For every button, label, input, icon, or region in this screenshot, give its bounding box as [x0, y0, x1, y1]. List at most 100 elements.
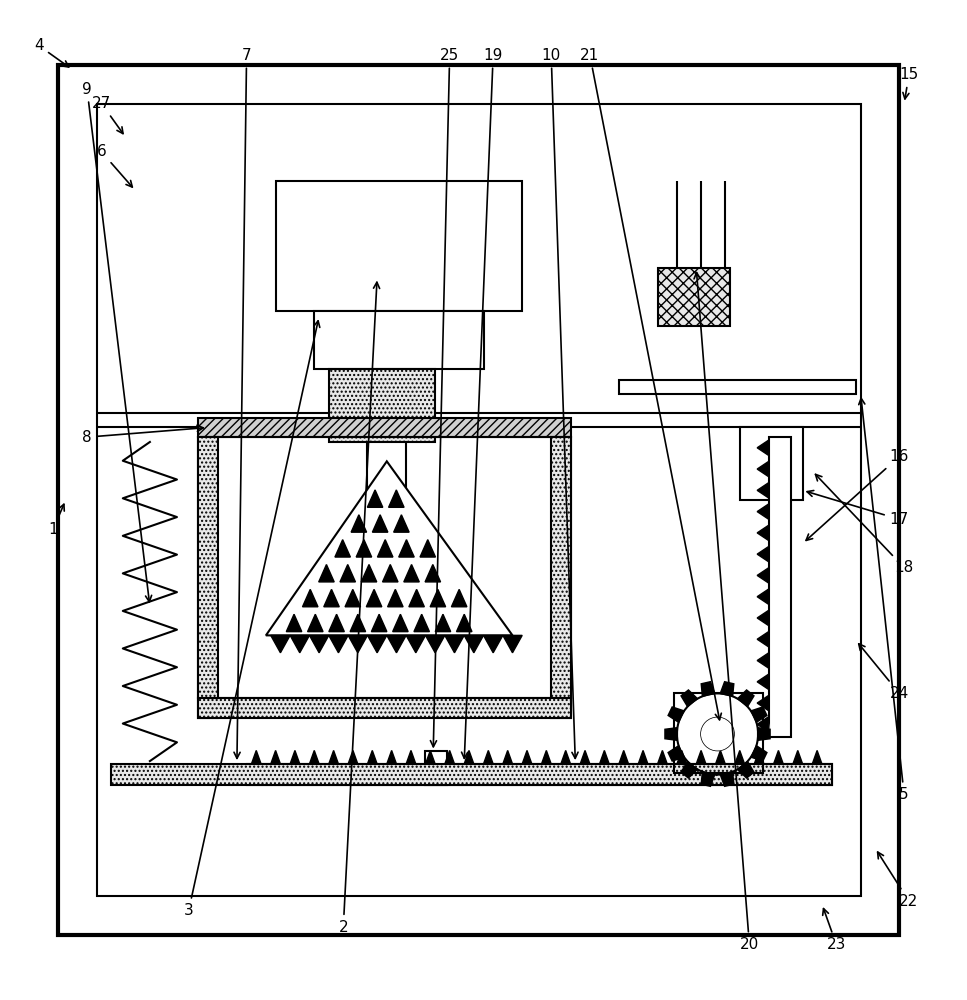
Polygon shape — [677, 750, 687, 764]
Polygon shape — [329, 614, 344, 632]
Polygon shape — [367, 750, 377, 764]
Bar — [97, 104, 861, 896]
Polygon shape — [286, 614, 302, 632]
Polygon shape — [793, 750, 803, 764]
Polygon shape — [738, 690, 754, 707]
Polygon shape — [757, 632, 769, 647]
Polygon shape — [757, 728, 770, 740]
Text: 25: 25 — [430, 48, 459, 747]
Polygon shape — [456, 614, 472, 632]
Polygon shape — [701, 682, 715, 696]
Polygon shape — [356, 540, 371, 557]
Text: 20: 20 — [694, 273, 759, 952]
Polygon shape — [503, 635, 522, 653]
Polygon shape — [383, 565, 398, 582]
Polygon shape — [348, 750, 358, 764]
Polygon shape — [720, 772, 734, 786]
Polygon shape — [435, 614, 451, 632]
Bar — [551, 437, 571, 718]
Polygon shape — [522, 750, 532, 764]
Polygon shape — [394, 515, 409, 532]
Bar — [367, 442, 406, 544]
Polygon shape — [701, 772, 715, 786]
Polygon shape — [600, 750, 609, 764]
Polygon shape — [738, 761, 754, 778]
Polygon shape — [420, 540, 435, 557]
Bar — [740, 427, 803, 500]
Polygon shape — [445, 750, 454, 764]
Polygon shape — [757, 695, 769, 711]
Text: 2: 2 — [338, 282, 380, 935]
Circle shape — [702, 718, 733, 750]
Polygon shape — [303, 589, 318, 607]
Polygon shape — [324, 589, 339, 607]
Bar — [425, 751, 447, 785]
Polygon shape — [409, 589, 425, 607]
Polygon shape — [366, 589, 382, 607]
Circle shape — [665, 682, 770, 786]
Polygon shape — [387, 635, 406, 653]
Bar — [674, 693, 763, 773]
Polygon shape — [658, 750, 667, 764]
Bar — [329, 369, 435, 442]
Bar — [198, 418, 571, 437]
Polygon shape — [393, 614, 408, 632]
Polygon shape — [757, 525, 769, 541]
Polygon shape — [757, 440, 769, 456]
Polygon shape — [398, 540, 414, 557]
Bar — [276, 181, 522, 311]
Bar — [314, 311, 484, 369]
Polygon shape — [464, 750, 474, 764]
Polygon shape — [757, 610, 769, 626]
Polygon shape — [425, 635, 445, 653]
Polygon shape — [735, 750, 745, 764]
Polygon shape — [266, 461, 513, 635]
Polygon shape — [445, 635, 464, 653]
Text: 21: 21 — [580, 48, 721, 720]
Polygon shape — [308, 614, 323, 632]
Polygon shape — [561, 750, 571, 764]
Polygon shape — [350, 614, 366, 632]
Polygon shape — [751, 746, 767, 761]
Polygon shape — [619, 750, 629, 764]
Text: 17: 17 — [807, 490, 909, 527]
Polygon shape — [406, 635, 425, 653]
Bar — [247, 764, 832, 785]
Text: 27: 27 — [92, 96, 123, 134]
Bar — [198, 437, 218, 718]
Polygon shape — [329, 750, 338, 764]
Polygon shape — [638, 750, 648, 764]
Polygon shape — [319, 565, 335, 582]
Polygon shape — [271, 635, 290, 653]
Polygon shape — [757, 504, 769, 519]
Polygon shape — [348, 635, 367, 653]
Text: 5: 5 — [859, 398, 909, 802]
Polygon shape — [335, 540, 350, 557]
Text: 18: 18 — [815, 474, 914, 575]
Text: 23: 23 — [823, 909, 846, 952]
Text: 22: 22 — [878, 852, 919, 909]
Polygon shape — [484, 750, 493, 764]
Polygon shape — [757, 461, 769, 477]
Polygon shape — [271, 750, 280, 764]
Polygon shape — [757, 674, 769, 690]
Polygon shape — [367, 635, 387, 653]
Polygon shape — [425, 750, 435, 764]
Polygon shape — [681, 761, 697, 778]
Bar — [658, 268, 730, 326]
Text: 24: 24 — [859, 644, 909, 701]
Polygon shape — [464, 635, 484, 653]
Polygon shape — [404, 565, 420, 582]
Polygon shape — [484, 635, 503, 653]
Polygon shape — [665, 728, 678, 740]
Bar — [198, 437, 571, 698]
Text: 6: 6 — [97, 144, 132, 187]
Polygon shape — [425, 565, 441, 582]
Polygon shape — [388, 589, 403, 607]
Bar — [198, 698, 571, 718]
Polygon shape — [774, 750, 783, 764]
Polygon shape — [681, 690, 697, 707]
Bar — [111, 764, 832, 785]
Polygon shape — [580, 750, 590, 764]
Polygon shape — [757, 717, 769, 732]
